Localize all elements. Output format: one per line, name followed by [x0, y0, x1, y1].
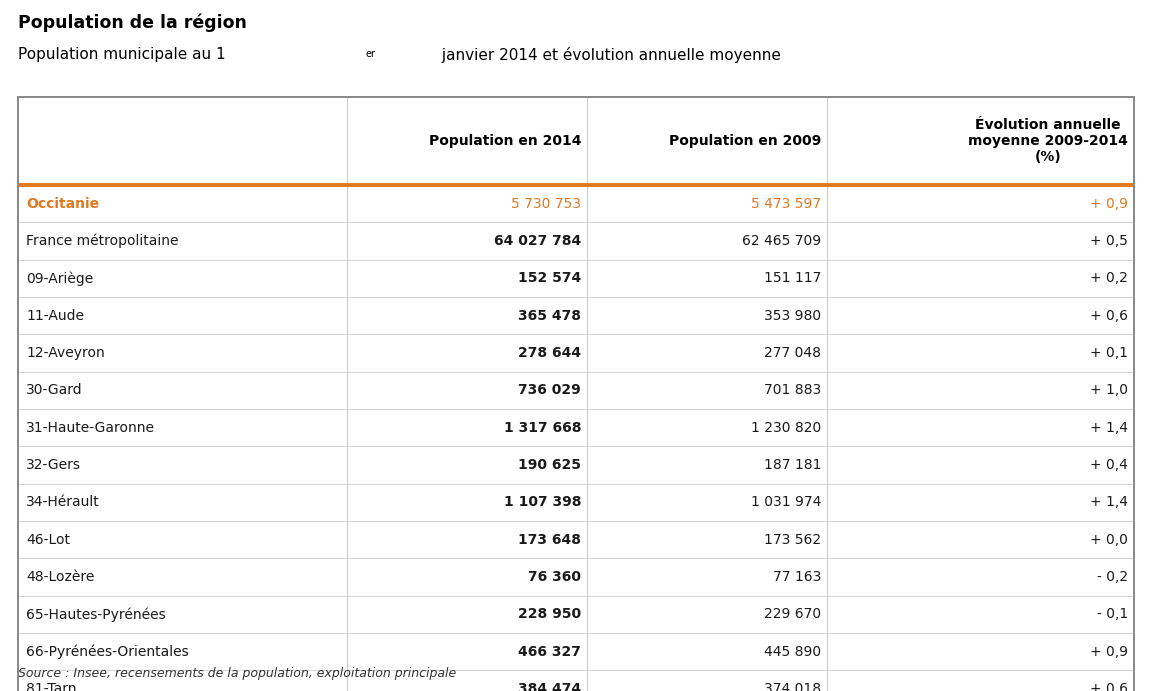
- Text: 229 670: 229 670: [764, 607, 821, 621]
- Text: 64 027 784: 64 027 784: [494, 234, 581, 248]
- Text: 11-Aude: 11-Aude: [26, 309, 84, 323]
- Text: 736 029: 736 029: [518, 384, 581, 397]
- Text: Population en 2009: Population en 2009: [669, 134, 821, 148]
- Text: + 0,6: + 0,6: [1090, 682, 1128, 691]
- Text: 81-Tarn: 81-Tarn: [26, 682, 76, 691]
- Text: 466 327: 466 327: [518, 645, 581, 659]
- Text: 5 473 597: 5 473 597: [751, 197, 821, 211]
- Text: + 0,4: + 0,4: [1090, 458, 1128, 472]
- Text: 190 625: 190 625: [518, 458, 581, 472]
- Text: + 0,1: + 0,1: [1090, 346, 1128, 360]
- Text: 228 950: 228 950: [518, 607, 581, 621]
- Text: France métropolitaine: France métropolitaine: [26, 234, 179, 248]
- Text: 173 648: 173 648: [518, 533, 581, 547]
- Text: + 0,9: + 0,9: [1090, 197, 1128, 211]
- Text: + 1,4: + 1,4: [1090, 495, 1128, 509]
- Text: 1 230 820: 1 230 820: [751, 421, 821, 435]
- Text: 151 117: 151 117: [764, 272, 821, 285]
- Text: + 0,6: + 0,6: [1090, 309, 1128, 323]
- Text: janvier 2014 et évolution annuelle moyenne: janvier 2014 et évolution annuelle moyen…: [438, 47, 781, 63]
- Text: - 0,2: - 0,2: [1097, 570, 1128, 584]
- Text: 152 574: 152 574: [518, 272, 581, 285]
- Text: 48-Lozère: 48-Lozère: [26, 570, 94, 584]
- Text: 187 181: 187 181: [764, 458, 821, 472]
- Text: 277 048: 277 048: [764, 346, 821, 360]
- Text: 278 644: 278 644: [518, 346, 581, 360]
- Text: - 0,1: - 0,1: [1097, 607, 1128, 621]
- Text: Population en 2014: Population en 2014: [429, 134, 581, 148]
- Text: 1 031 974: 1 031 974: [751, 495, 821, 509]
- Text: 12-Aveyron: 12-Aveyron: [26, 346, 105, 360]
- Text: + 1,0: + 1,0: [1090, 384, 1128, 397]
- Text: 701 883: 701 883: [764, 384, 821, 397]
- Text: Population de la région: Population de la région: [18, 13, 247, 32]
- Text: + 0,9: + 0,9: [1090, 645, 1128, 659]
- Text: + 0,0: + 0,0: [1090, 533, 1128, 547]
- Text: + 1,4: + 1,4: [1090, 421, 1128, 435]
- Text: Source : Insee, recensements de la population, exploitation principale: Source : Insee, recensements de la popul…: [18, 667, 456, 680]
- Text: 09-Ariège: 09-Ariège: [26, 271, 93, 285]
- Text: 46-Lot: 46-Lot: [26, 533, 70, 547]
- Text: 173 562: 173 562: [764, 533, 821, 547]
- Text: + 0,5: + 0,5: [1090, 234, 1128, 248]
- Text: Évolution annuelle
moyenne 2009-2014
(%): Évolution annuelle moyenne 2009-2014 (%): [968, 117, 1128, 164]
- Text: 384 474: 384 474: [518, 682, 581, 691]
- Text: 5 730 753: 5 730 753: [511, 197, 581, 211]
- Text: 77 163: 77 163: [773, 570, 821, 584]
- Text: 66-Pyrénées-Orientales: 66-Pyrénées-Orientales: [26, 645, 189, 659]
- Text: er: er: [365, 49, 376, 59]
- Text: 31-Haute-Garonne: 31-Haute-Garonne: [26, 421, 156, 435]
- Text: 445 890: 445 890: [764, 645, 821, 659]
- Text: 76 360: 76 360: [528, 570, 581, 584]
- Text: Population municipale au 1: Population municipale au 1: [18, 47, 226, 62]
- Text: 65-Hautes-Pyrénées: 65-Hautes-Pyrénées: [26, 607, 166, 622]
- Text: 1 107 398: 1 107 398: [503, 495, 581, 509]
- Text: + 0,2: + 0,2: [1090, 272, 1128, 285]
- Text: 62 465 709: 62 465 709: [742, 234, 821, 248]
- Text: 1 317 668: 1 317 668: [503, 421, 581, 435]
- Text: 30-Gard: 30-Gard: [26, 384, 83, 397]
- Text: 365 478: 365 478: [518, 309, 581, 323]
- Text: 34-Hérault: 34-Hérault: [26, 495, 100, 509]
- Text: 32-Gers: 32-Gers: [26, 458, 81, 472]
- Text: 353 980: 353 980: [764, 309, 821, 323]
- Text: 374 018: 374 018: [764, 682, 821, 691]
- Text: Occitanie: Occitanie: [26, 197, 99, 211]
